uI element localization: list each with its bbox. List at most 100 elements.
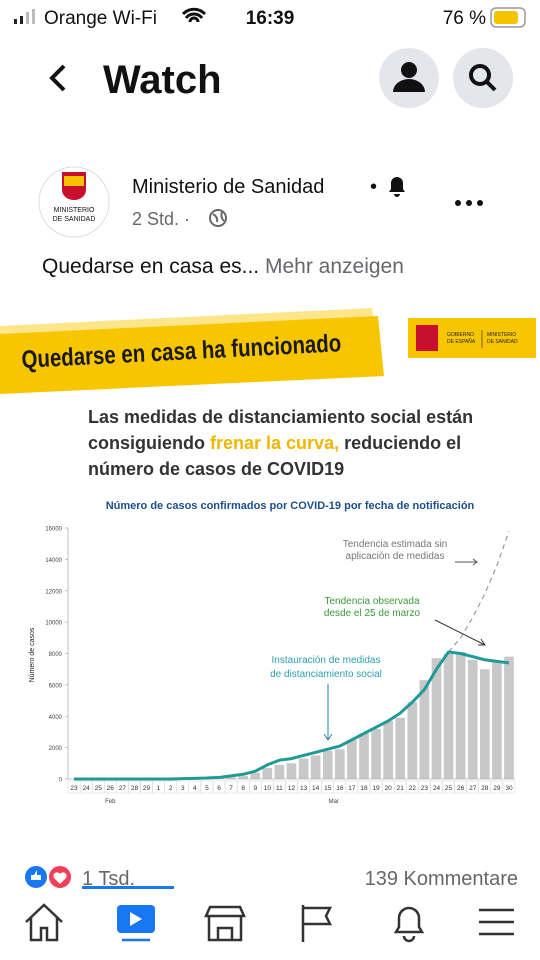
post-time: 2 Std. · xyxy=(132,209,190,229)
headline-highlight: frenar la curva, xyxy=(210,433,339,453)
x-tick-label: 23 xyxy=(70,785,78,792)
header-title: Watch xyxy=(103,58,222,102)
headline-line: Las medidas de distanciamiento social es… xyxy=(88,407,473,427)
headline-text: Las medidas de distanciamiento social es… xyxy=(88,407,473,427)
headline-text: reduciendo el xyxy=(339,433,461,453)
y-tick-label: 16000 xyxy=(45,527,62,533)
more-link[interactable]: Mehr anzeigen xyxy=(265,255,404,278)
y-tick-label: 12000 xyxy=(45,589,62,595)
headline-text: número de casos de COVID19 xyxy=(88,459,344,479)
x-tick-label: 6 xyxy=(217,785,221,792)
x-tick-label: 17 xyxy=(348,785,356,792)
y-tick-label: 14000 xyxy=(45,558,62,564)
bar xyxy=(298,758,309,779)
pages-tab[interactable] xyxy=(301,905,333,942)
carrier: Orange Wi-Fi xyxy=(44,8,157,29)
bar xyxy=(250,772,261,779)
x-tick-label: 25 xyxy=(445,785,453,792)
logo-text: DE ESPAÑA xyxy=(447,338,476,345)
profile-button[interactable] xyxy=(379,48,439,108)
x-tick-label: 12 xyxy=(288,785,296,792)
more-button[interactable] xyxy=(455,200,483,206)
y-axis-label: Número de casos xyxy=(29,627,36,682)
author[interactable]: Ministerio de Sanidad xyxy=(132,176,324,198)
bar xyxy=(443,653,454,779)
x-tick-label: 3 xyxy=(181,785,185,792)
arrow xyxy=(434,619,486,646)
bar xyxy=(492,661,502,779)
annotation: Tendencia observada xyxy=(324,596,420,607)
globe-icon xyxy=(209,209,227,227)
x-tick-label: 20 xyxy=(385,785,393,792)
y-tick-label: 0 xyxy=(59,778,63,784)
bar xyxy=(286,763,297,779)
x-tick-label: 14 xyxy=(312,785,320,792)
home-tab[interactable] xyxy=(25,903,63,942)
clock: 16:39 xyxy=(246,8,295,29)
logo-text: DE SANIDAD xyxy=(487,339,518,345)
avatar-text: MINISTERIO xyxy=(54,207,95,214)
bar xyxy=(455,651,466,779)
x-tick-label: 19 xyxy=(372,785,380,792)
reaction-icons[interactable] xyxy=(23,864,73,890)
separator: • xyxy=(370,176,377,198)
month-label: Mar xyxy=(329,799,339,805)
bell-icon xyxy=(389,177,405,197)
logo-text: MINISTERIO xyxy=(487,332,516,338)
headline: Las medidas de distanciamiento social es… xyxy=(88,407,473,479)
x-tick-label: 11 xyxy=(276,785,283,792)
logo-text: GOBIERNO xyxy=(447,332,474,338)
x-tick-label: 29 xyxy=(143,785,151,792)
progress xyxy=(82,886,174,889)
y-tick-label: 10000 xyxy=(45,621,62,627)
y-tick-label: 4000 xyxy=(49,715,63,721)
annotation: desde el 25 de marzo xyxy=(324,608,421,619)
x-tick-label: 25 xyxy=(95,785,103,792)
bar xyxy=(383,720,393,779)
x-tick-label: 22 xyxy=(409,785,417,792)
headline-text: consiguiendo xyxy=(88,433,210,453)
arrow xyxy=(455,558,479,566)
bar xyxy=(334,749,345,779)
x-tick-label: 24 xyxy=(433,785,441,792)
x-tick-label: 29 xyxy=(493,785,501,792)
bar xyxy=(504,656,514,779)
back-button[interactable] xyxy=(49,64,66,92)
x-tick-label: 28 xyxy=(481,785,489,792)
reaction-count[interactable]: 1 Tsd. xyxy=(82,868,135,890)
x-tick-label: 23 xyxy=(421,785,429,792)
banner xyxy=(0,316,384,394)
bar xyxy=(419,680,430,779)
bar xyxy=(226,777,236,779)
arrow xyxy=(323,684,333,741)
x-tick-label: 27 xyxy=(469,785,477,792)
watch-tab[interactable] xyxy=(117,905,155,942)
search-button[interactable] xyxy=(453,48,513,108)
x-tick-label: 27 xyxy=(119,785,127,792)
headline-line: consiguiendo frenar la curva, reduciendo… xyxy=(88,433,461,453)
market-tab[interactable] xyxy=(204,905,246,942)
bar xyxy=(262,768,273,779)
x-tick-label: 4 xyxy=(193,785,197,792)
battery xyxy=(490,7,526,28)
x-tick-label: 28 xyxy=(131,785,139,792)
bar xyxy=(479,669,490,779)
battery-level xyxy=(494,11,518,24)
battery-text: 76 % xyxy=(443,8,486,29)
bar xyxy=(467,659,478,779)
x-tick-label: 15 xyxy=(324,785,332,792)
menu-tab[interactable] xyxy=(479,908,514,936)
notifications-tab[interactable] xyxy=(393,906,425,943)
avatar[interactable]: MINISTERIO DE SANIDAD xyxy=(38,166,110,238)
x-tick-label: 9 xyxy=(253,785,257,792)
y-tick-label: 2000 xyxy=(49,746,63,752)
bar xyxy=(359,733,369,779)
bar xyxy=(322,750,333,779)
gov-logo: GOBIERNO DE ESPAÑA MINISTERIO DE SANIDAD xyxy=(408,318,536,358)
comment-count[interactable]: 139 Kommentare xyxy=(365,868,518,890)
annotation: Instauración de medidas xyxy=(272,655,381,666)
x-tick-label: 18 xyxy=(360,785,368,792)
x-tick-label: 24 xyxy=(83,785,91,792)
